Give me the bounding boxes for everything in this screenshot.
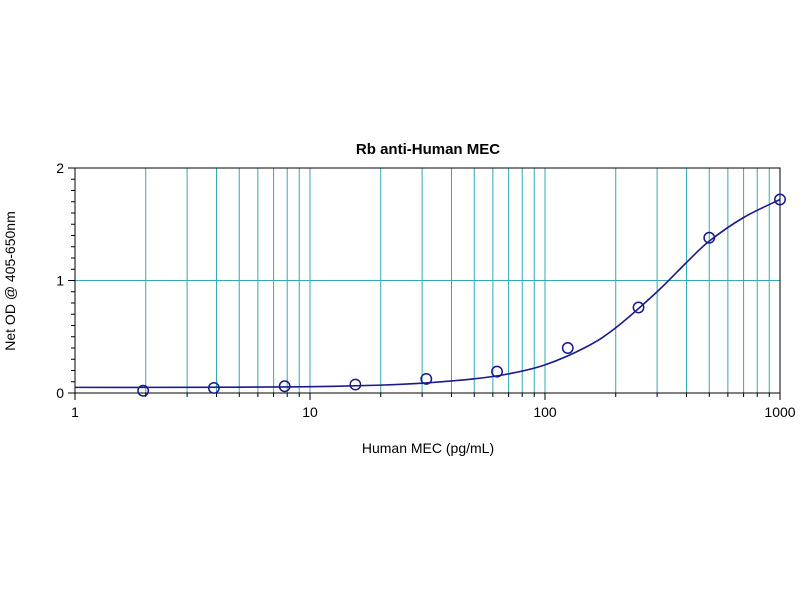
y-axis-label: Net OD @ 405-650nm: [2, 211, 18, 351]
data-point: [491, 365, 503, 378]
x-axis: 1 10 100 1000: [71, 393, 796, 420]
data-point: [207, 381, 220, 394]
chart-title: Rb anti-Human MEC: [356, 141, 500, 158]
grid-lines: [75, 168, 780, 393]
data-point: [349, 378, 362, 391]
x-tick-label: 10: [302, 404, 318, 420]
y-tick-label: 0: [56, 385, 64, 401]
x-axis-label: Human MEC (pg/mL): [362, 440, 494, 456]
fit-curve: [74, 198, 781, 389]
x-tick-label: 100: [533, 404, 557, 420]
data-point: [137, 384, 150, 397]
data-points: [137, 193, 786, 397]
data-point: [703, 231, 716, 244]
data-point: [420, 372, 433, 385]
data-point: [278, 380, 291, 393]
y-tick-label: 2: [56, 160, 64, 176]
data-point: [561, 342, 574, 354]
y-tick-label: 1: [56, 273, 64, 289]
x-tick-label: 1: [71, 404, 79, 420]
x-tick-label: 1000: [764, 404, 795, 420]
y-axis: 0 1 2: [56, 160, 75, 401]
data-point: [632, 301, 645, 314]
data-point: [774, 193, 786, 206]
